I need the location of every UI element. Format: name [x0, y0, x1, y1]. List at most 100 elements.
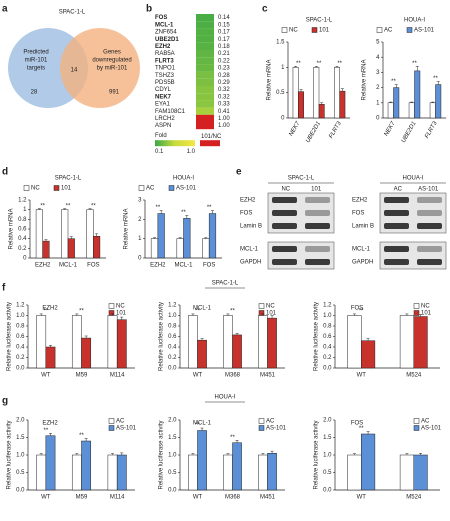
error-bar	[419, 453, 423, 455]
bar	[267, 453, 277, 491]
legend-ratio-label: 101/NC	[201, 134, 222, 140]
legend-swatch	[108, 303, 115, 309]
y-tick-label: 0	[376, 116, 380, 122]
error-bar	[159, 210, 163, 214]
blot-group-title: SPAC-1-L	[288, 176, 315, 182]
y-tick-label: 1.5	[276, 40, 285, 46]
y-axis-label: Relative luciferase activity	[159, 302, 165, 371]
x-tick-label: M114	[110, 373, 125, 379]
legend-swatch	[108, 425, 115, 431]
significance: **	[296, 61, 301, 67]
heatmap-cell	[196, 122, 214, 130]
venn-left-label: Predicted	[23, 50, 48, 56]
heatmap-value: 0.28	[218, 73, 230, 79]
panel-letter: e	[236, 167, 242, 178]
gene-name: FAM108C1	[155, 109, 186, 115]
bar	[176, 238, 184, 259]
y-axis-label: Relative mRNA	[362, 59, 368, 100]
bar	[361, 340, 376, 369]
gene-name: FOS	[155, 15, 167, 21]
venn-right-count: 991	[109, 90, 120, 96]
heatmap-cell	[196, 64, 214, 72]
group-title: HOUA-I	[215, 395, 236, 401]
heatmap-value: 0.23	[218, 66, 230, 72]
y-tick-label: 0.4	[18, 236, 27, 242]
y-tick-label: 1.2	[18, 198, 27, 204]
heatmap-value: 0.21	[218, 51, 230, 57]
significance: **	[230, 309, 235, 315]
error-bar	[235, 440, 239, 443]
heatmap-value: 0.32	[218, 94, 230, 100]
y-tick-label: 0	[138, 256, 142, 262]
bar	[45, 346, 56, 369]
y-tick-label: 2.0	[16, 418, 25, 424]
bar	[45, 435, 56, 491]
heatmap-cell	[196, 78, 214, 86]
bar	[67, 238, 75, 259]
significance: **	[155, 205, 160, 211]
bar	[71, 315, 82, 369]
venn-left-label: miR-101	[25, 58, 48, 64]
error-bar	[84, 438, 88, 441]
y-tick-label: 2	[376, 85, 380, 91]
x-tick-label: M59	[76, 495, 88, 501]
heatmap-cell	[196, 35, 214, 43]
y-tick-label: 0.6	[16, 334, 25, 340]
blot-group-title: HOUA-I	[403, 176, 424, 182]
y-tick-label: 1.0	[168, 453, 177, 459]
legend-swatch	[23, 185, 30, 191]
y-tick-label: 1.0	[323, 453, 332, 459]
error-bar	[335, 66, 339, 68]
error-bar	[366, 431, 370, 434]
legend-label: 101	[319, 28, 330, 34]
error-bar	[415, 66, 419, 71]
heatmap-value: 0.41	[218, 109, 230, 115]
chart-title: HOUA-I	[404, 18, 425, 24]
x-tick-label: WT	[41, 495, 51, 501]
heatmap-cell	[196, 107, 214, 115]
y-tick-label: 0.5	[168, 470, 177, 476]
error-bar	[95, 233, 99, 237]
error-bar	[226, 453, 230, 455]
significance: **	[317, 61, 322, 67]
blot-lane: AC	[394, 187, 403, 193]
heatmap-cell	[196, 21, 214, 29]
gene-name: ZNF654	[155, 30, 177, 36]
blot-band	[272, 210, 297, 216]
x-tick-label: M451	[260, 373, 276, 379]
significance: **	[43, 309, 48, 315]
heatmap-value: 0.29	[218, 80, 230, 86]
gene-name: NEK7	[155, 94, 172, 100]
blot-lane: AS-101	[418, 187, 439, 193]
error-bar	[226, 313, 230, 316]
bar	[197, 339, 207, 369]
bar	[35, 209, 43, 259]
error-bar	[120, 316, 124, 320]
error-bar	[111, 453, 115, 455]
blot-band	[305, 197, 330, 203]
heatmap-value: 0.15	[218, 22, 230, 28]
significance: **	[79, 433, 84, 439]
error-bar	[211, 210, 215, 214]
gene-name: ASPN	[155, 123, 171, 129]
heatmap-cell	[196, 114, 214, 122]
gene-name: TNPO1	[155, 66, 176, 72]
legend-label: NC	[289, 28, 298, 34]
bar	[258, 315, 268, 369]
significance: **	[359, 309, 364, 315]
error-bar	[294, 66, 298, 68]
significance: **	[337, 61, 342, 67]
blot-band	[305, 259, 330, 265]
significance: **	[181, 210, 186, 216]
bar	[61, 209, 69, 259]
heatmap-cell	[196, 42, 214, 50]
blot-row-label: Lamin B	[240, 224, 262, 230]
blot-band	[384, 197, 409, 203]
y-tick-label: 0	[281, 116, 285, 122]
panel-letter: d	[2, 167, 8, 178]
error-bar	[261, 313, 265, 316]
x-tick-label: M59	[76, 373, 88, 379]
legend-swatch	[168, 185, 175, 191]
blot-band	[305, 210, 330, 216]
